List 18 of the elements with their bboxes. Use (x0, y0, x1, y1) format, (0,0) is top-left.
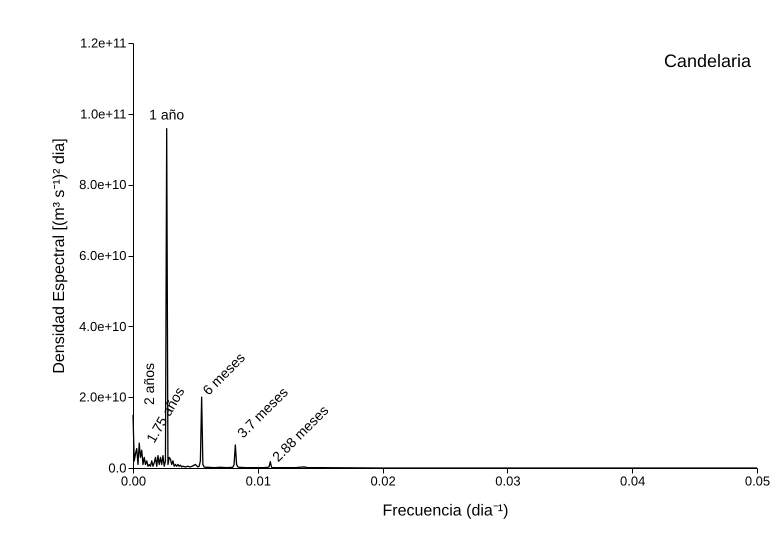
x-tick-label: 0.01 (246, 474, 271, 488)
x-axis-title: Frecuencia (dia⁻¹) (382, 502, 508, 520)
x-tick-label: 0.02 (370, 474, 396, 488)
y-tick-label: 8.0e+10 (79, 177, 126, 192)
x-tick-label: 0.00 (120, 474, 146, 488)
y-tick-label: 1.2e+11 (80, 36, 126, 50)
annotation: 1 año (149, 106, 184, 123)
y-axis-title: Densidad Espectral [(m³ s⁻¹)² dia] (51, 138, 68, 374)
x-tick-label: 0.03 (495, 474, 521, 488)
y-tick-label: 4.0e+10 (79, 318, 126, 334)
y-tick-label: 0.0 (108, 460, 126, 476)
annotation: Candelaria (664, 51, 752, 71)
y-tick-label: 1.0e+11 (80, 106, 126, 122)
y-tick-label: 2.0e+10 (79, 390, 126, 405)
x-tick-label: 0.05 (744, 474, 770, 488)
annotation: 2 años (141, 362, 157, 405)
x-tick-label: 0.04 (620, 474, 646, 488)
y-tick-label: 6.0e+10 (79, 248, 126, 263)
